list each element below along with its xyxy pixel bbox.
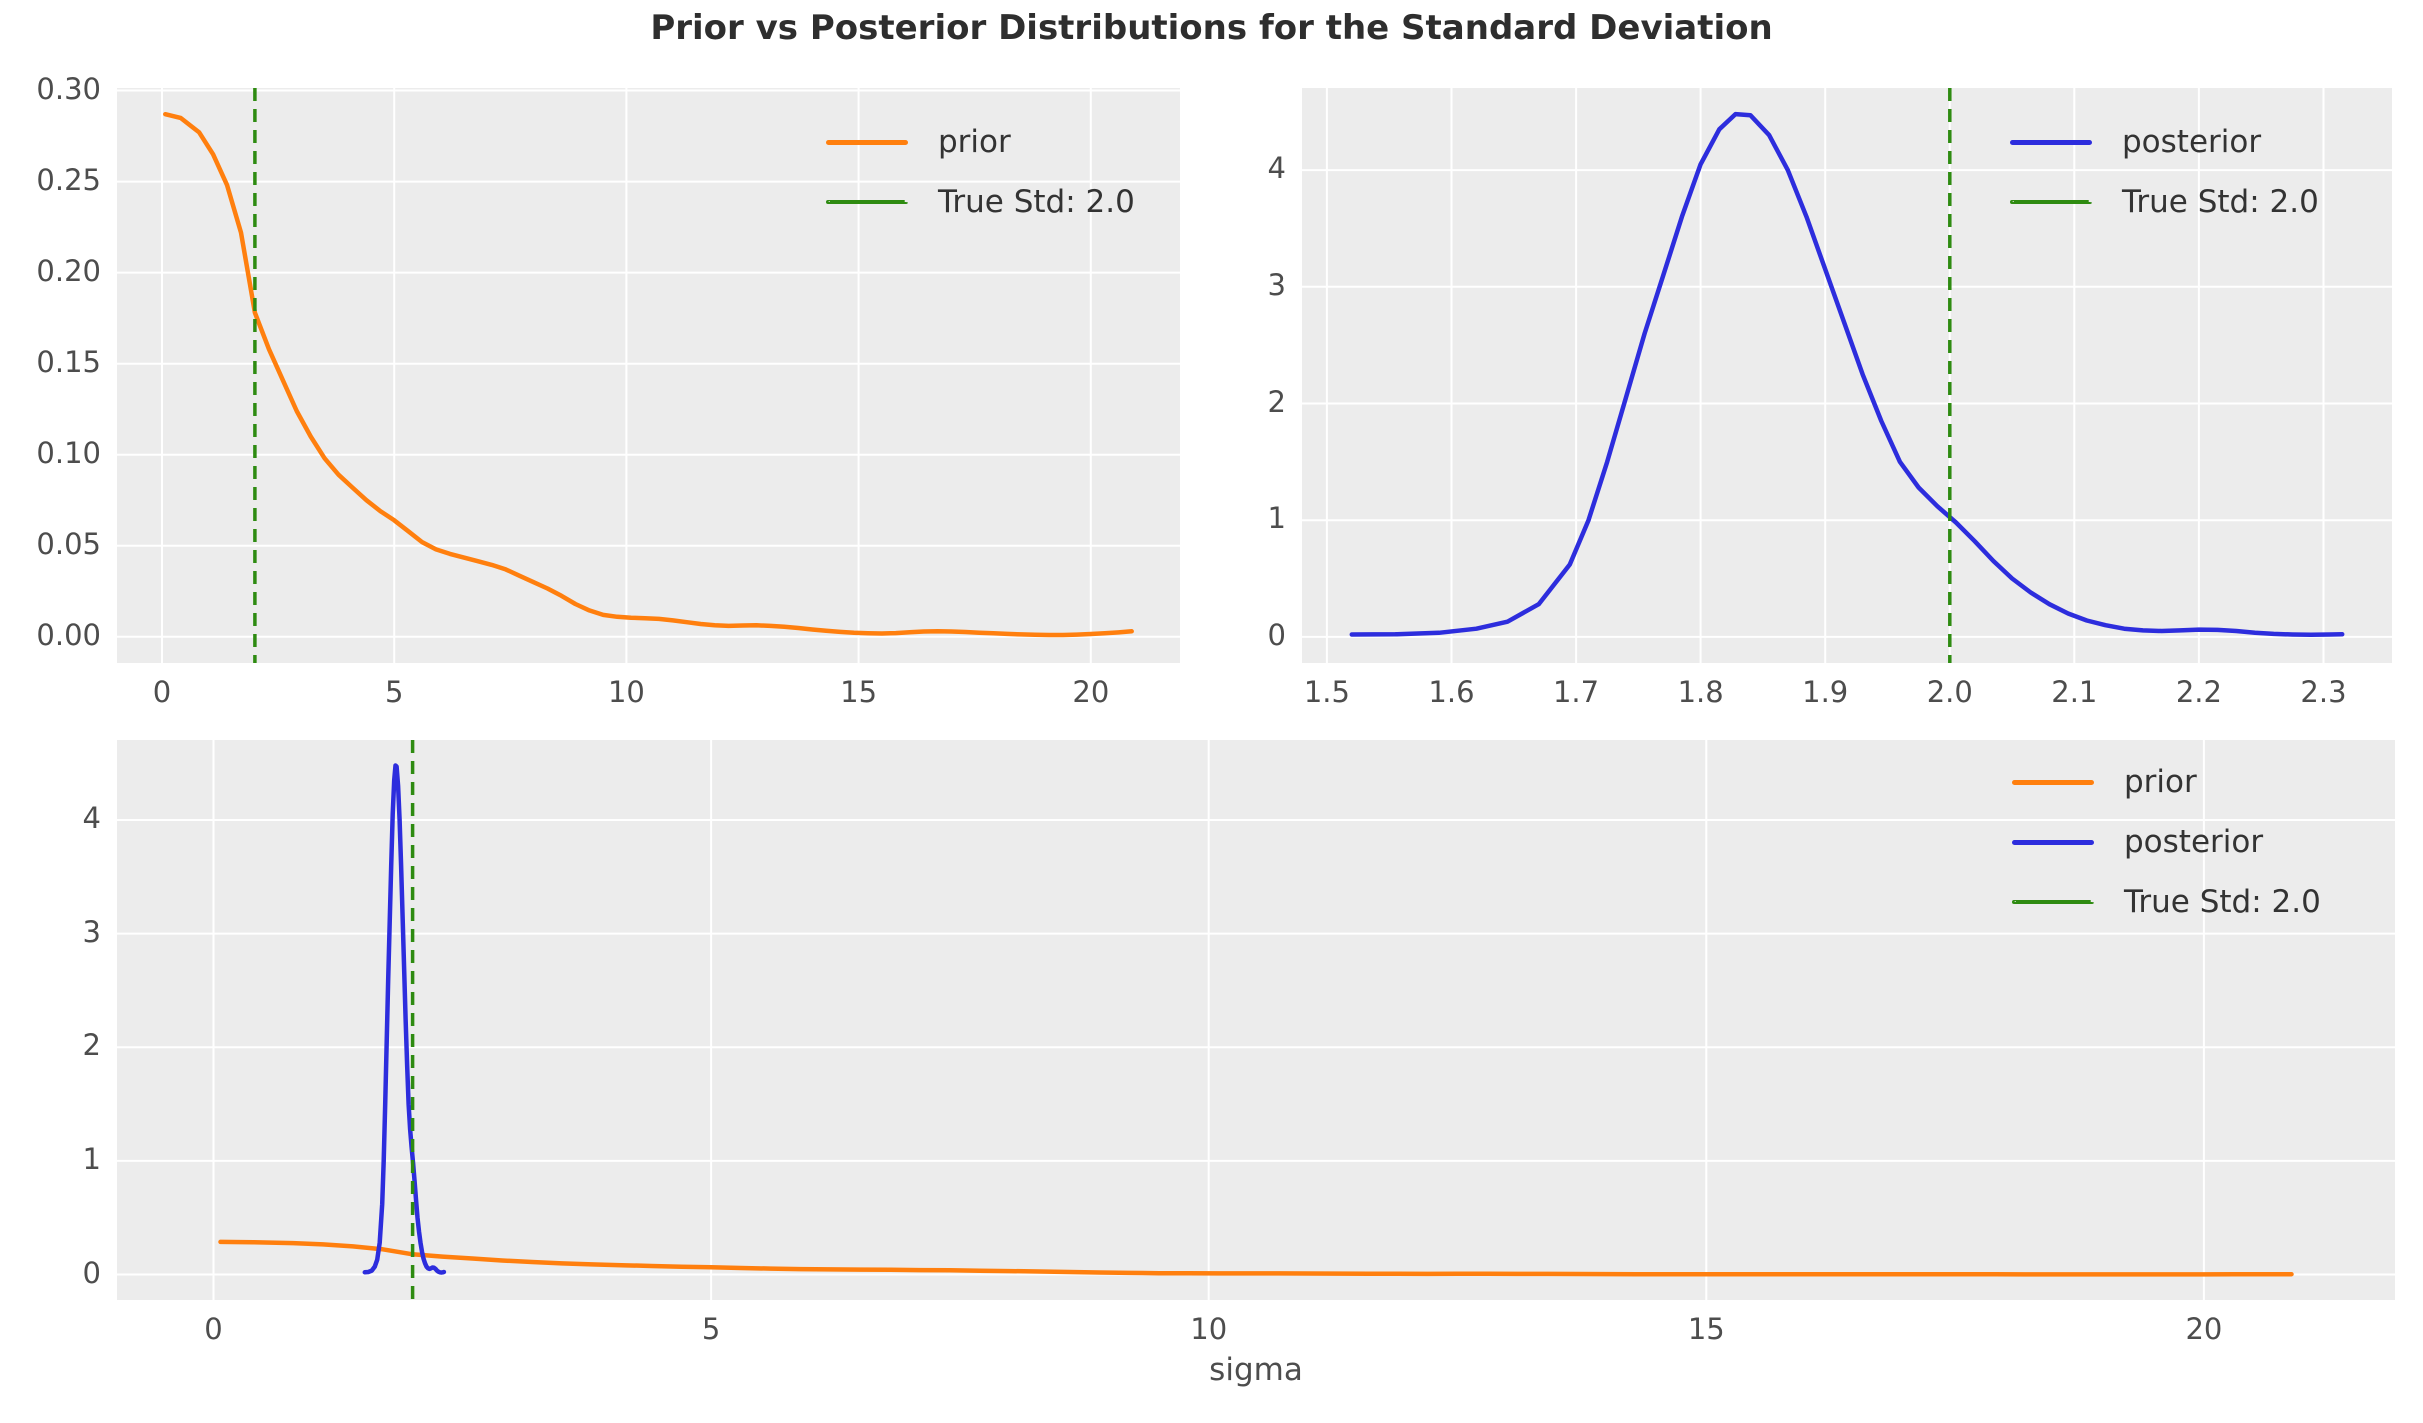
legend-label: True Std: 2.0 (2124, 884, 2321, 920)
plot-canvas-bottom (117, 740, 2395, 1300)
x-tick-label: 0 (204, 1312, 223, 1346)
legend-label: prior (2124, 764, 2197, 800)
legend-bottom: prior posterior True Std: 2.0 (2012, 752, 2321, 932)
legend-swatch-line (2012, 779, 2094, 785)
plot-canvas-top-right (1302, 88, 2392, 663)
legend-entry: True Std: 2.0 (2010, 172, 2319, 232)
x-tick-label: 15 (1687, 1312, 1725, 1346)
x-tick-label: 1.6 (1428, 675, 1475, 709)
y-tick-label: 4 (1267, 151, 1286, 186)
legend-swatch-line (2012, 839, 2094, 845)
x-tick-label: 5 (701, 1312, 721, 1346)
posterior-curve (362, 763, 447, 1275)
x-tick-label: 2.0 (1926, 675, 1973, 709)
x-tick-label: 5 (385, 675, 404, 709)
legend-swatch-dashed-line (826, 200, 908, 204)
prior-curve (218, 1239, 2294, 1277)
legend-swatch-line (2010, 139, 2092, 145)
chart-title: Prior vs Posterior Distributions for the… (650, 8, 1773, 48)
y-tick-label: 0 (1267, 617, 1286, 652)
y-tick-label: 1 (82, 1141, 101, 1176)
x-tick-label: 2.2 (2175, 675, 2222, 709)
legend-label: posterior (2122, 124, 2262, 160)
x-axis-label-sigma: sigma (1209, 1352, 1303, 1388)
legend-entry: prior (2012, 752, 2321, 812)
legend-top-right: posterior True Std: 2.0 (2010, 112, 2319, 232)
legend-label: True Std: 2.0 (2122, 184, 2319, 220)
y-tick-label: 3 (1267, 267, 1286, 302)
y-tick-label: 2 (82, 1028, 101, 1063)
prior-curve (163, 111, 1134, 638)
plot-area-top-left (117, 88, 1180, 663)
x-tick-label: 1.9 (1802, 675, 1849, 709)
legend-entry: prior (826, 112, 1135, 172)
x-tick-label: 10 (607, 675, 645, 709)
legend-entry: True Std: 2.0 (2012, 872, 2321, 932)
y-tick-label: 0.10 (36, 435, 101, 470)
plot-canvas-top-left (117, 88, 1180, 663)
x-tick-label: 1.5 (1303, 675, 1350, 709)
y-tick-label: 2 (1267, 384, 1286, 419)
legend-entry: posterior (2010, 112, 2319, 172)
legend-swatch-dashed-line (2012, 900, 2094, 904)
plot-area-top-right (1302, 88, 2392, 663)
legend-entry: posterior (2012, 812, 2321, 872)
legend-label: True Std: 2.0 (938, 184, 1135, 220)
y-tick-label: 4 (82, 801, 101, 835)
y-tick-label: 0.00 (36, 617, 101, 652)
legend-label: posterior (2124, 824, 2264, 860)
y-tick-label: 0.20 (36, 253, 101, 288)
x-tick-label: 20 (2185, 1312, 2223, 1346)
legend-swatch-line (826, 139, 908, 145)
y-tick-label: 0.15 (36, 344, 101, 379)
y-tick-label: 0 (82, 1255, 101, 1290)
x-tick-label: 1.7 (1552, 675, 1600, 709)
legend-entry: True Std: 2.0 (826, 172, 1135, 232)
x-tick-label: 2.3 (2300, 675, 2347, 709)
legend-swatch-dashed-line (2010, 200, 2092, 204)
legend-label: prior (938, 124, 1011, 160)
legend-top-left: prior True Std: 2.0 (826, 112, 1135, 232)
x-tick-label: 10 (1190, 1312, 1228, 1346)
posterior-curve (1349, 111, 2345, 638)
y-tick-label: 0.25 (36, 162, 101, 197)
x-tick-label: 15 (840, 675, 878, 709)
plot-area-bottom (117, 740, 2395, 1300)
x-tick-label: 20 (1072, 675, 1110, 709)
y-tick-label: 0.30 (36, 71, 101, 106)
y-tick-label: 1 (1267, 501, 1286, 536)
x-tick-label: 1.8 (1677, 675, 1724, 709)
y-tick-label: 3 (82, 914, 101, 949)
x-tick-label: 0 (152, 675, 172, 709)
y-tick-label: 0.05 (36, 526, 101, 561)
x-tick-label: 2.1 (2051, 675, 2098, 709)
